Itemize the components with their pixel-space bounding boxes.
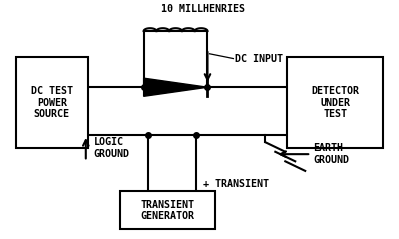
Text: + TRANSIENT: + TRANSIENT [203,179,269,189]
Text: DETECTOR
UNDER
TEST: DETECTOR UNDER TEST [311,86,359,119]
Text: DC INPUT: DC INPUT [235,54,283,64]
FancyBboxPatch shape [287,57,383,148]
Text: EARTH
GROUND: EARTH GROUND [313,143,349,165]
Text: TRANSIENT
GENERATOR: TRANSIENT GENERATOR [140,200,195,221]
Text: 10 MILLHENRIES: 10 MILLHENRIES [162,4,245,14]
FancyBboxPatch shape [16,57,88,148]
Text: LOGIC
GROUND: LOGIC GROUND [94,137,130,159]
Text: DC TEST
POWER
SOURCE: DC TEST POWER SOURCE [31,86,73,119]
Polygon shape [144,78,207,96]
FancyBboxPatch shape [120,191,215,229]
